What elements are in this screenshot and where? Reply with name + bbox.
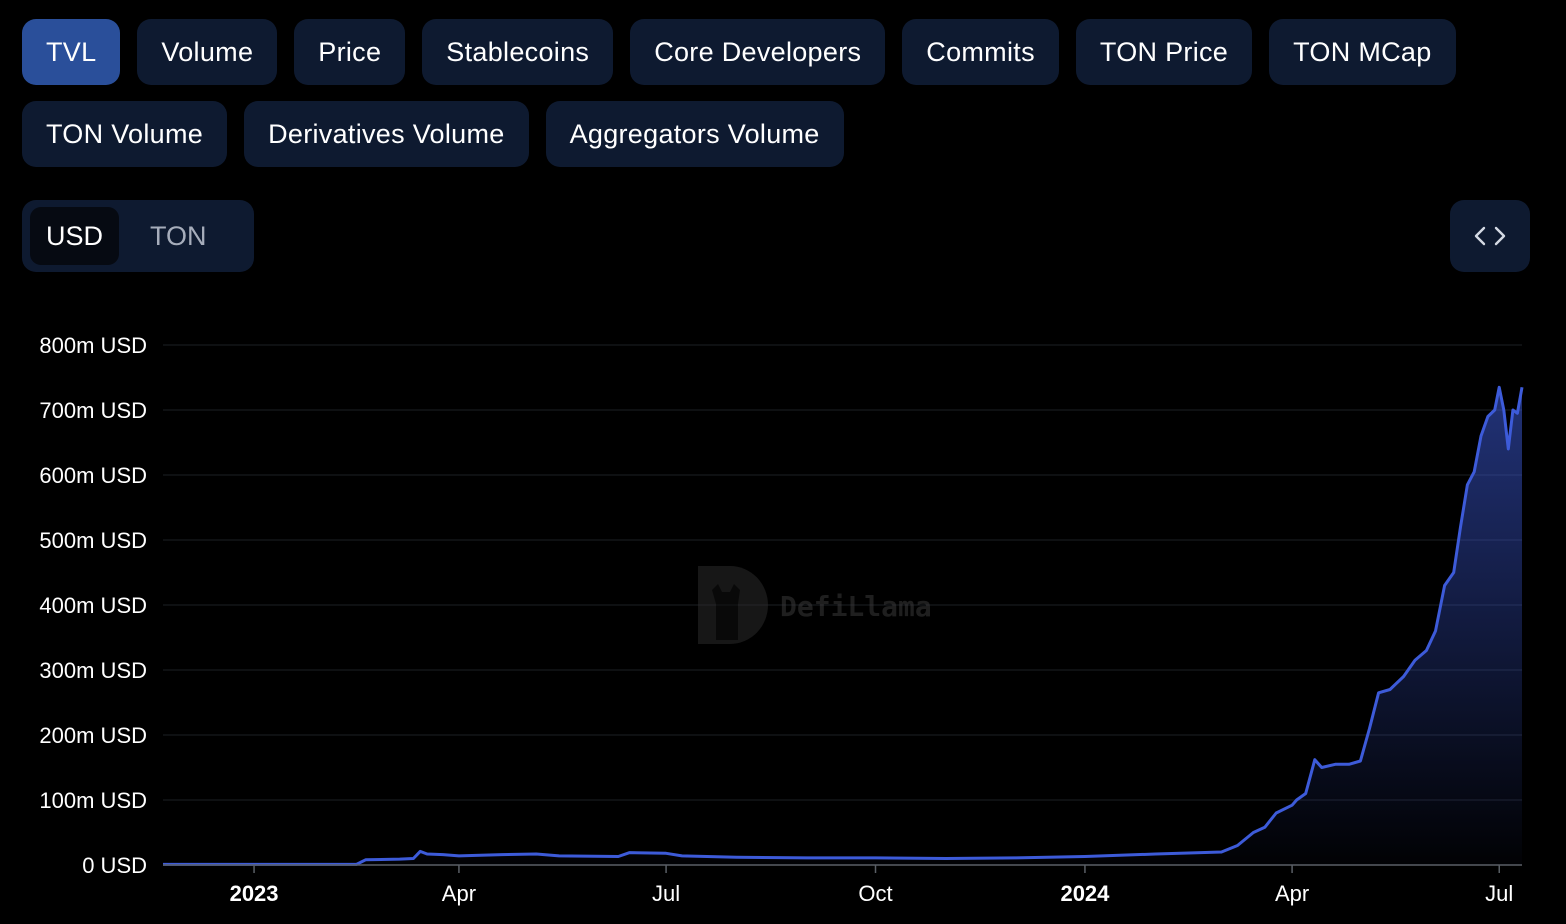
y-tick-label: 800m USD <box>39 333 147 358</box>
metric-tab-ton-volume[interactable]: TON Volume <box>22 101 228 167</box>
metric-tabs-row-2: TON Volume Derivatives Volume Aggregators … <box>22 101 844 167</box>
y-tick-label: 500m USD <box>39 528 147 553</box>
x-tick-label: Apr <box>442 881 476 906</box>
x-tick-label: Oct <box>858 881 892 906</box>
metric-tab-commits[interactable]: Commits <box>902 19 1059 85</box>
watermark-text: DefiLlama <box>780 590 932 623</box>
llama-logo-icon <box>698 566 768 644</box>
x-tick-label: Jul <box>1485 881 1513 906</box>
metric-tab-ton-mcap[interactable]: TON MCap <box>1269 19 1456 85</box>
x-axis-labels: 2023 Apr Jul Oct 2024 Apr Jul <box>230 865 1513 906</box>
metric-tab-stablecoins[interactable]: Stablecoins <box>422 19 614 85</box>
y-tick-label: 300m USD <box>39 658 147 683</box>
metric-tab-core-developers[interactable]: Core Developers <box>630 19 886 85</box>
x-tick-label: Jul <box>652 881 680 906</box>
y-tick-label: 100m USD <box>39 788 147 813</box>
x-tick-label: Apr <box>1275 881 1309 906</box>
tvl-area-fill <box>163 387 1522 865</box>
x-tick-label: 2023 <box>230 881 279 906</box>
embed-button[interactable] <box>1450 200 1530 272</box>
y-tick-label: 400m USD <box>39 593 147 618</box>
metric-tab-tvl[interactable]: TVL <box>22 19 121 85</box>
x-tick-label: 2024 <box>1060 881 1110 906</box>
y-tick-label: 0 USD <box>82 853 147 878</box>
metric-tabs-row-1: TVL Volume Price Stablecoins Core Developers… <box>22 19 1456 85</box>
y-tick-label: 600m USD <box>39 463 147 488</box>
metric-tab-volume[interactable]: Volume <box>137 19 278 85</box>
metric-tab-price[interactable]: Price <box>294 19 406 85</box>
y-tick-label: 700m USD <box>39 398 147 423</box>
metric-tab-derivatives-volume[interactable]: Derivatives Volume <box>244 101 529 167</box>
code-brackets-icon <box>1474 226 1506 246</box>
currency-toggle: USD TON <box>22 200 254 272</box>
y-tick-label: 200m USD <box>39 723 147 748</box>
chart-gridlines <box>163 344 1522 801</box>
metric-tab-aggregators-volume[interactable]: Aggregators Volume <box>545 101 844 167</box>
metric-tab-ton-price[interactable]: TON Price <box>1075 19 1253 85</box>
currency-ton-button[interactable]: TON <box>150 220 207 251</box>
tvl-line <box>163 385 1524 866</box>
watermark: DefiLlama <box>698 566 932 644</box>
currency-usd-button[interactable]: USD <box>30 207 120 265</box>
y-axis-labels: 0 USD 100m USD 200m USD 300m USD 400m USD 500… <box>39 333 147 878</box>
